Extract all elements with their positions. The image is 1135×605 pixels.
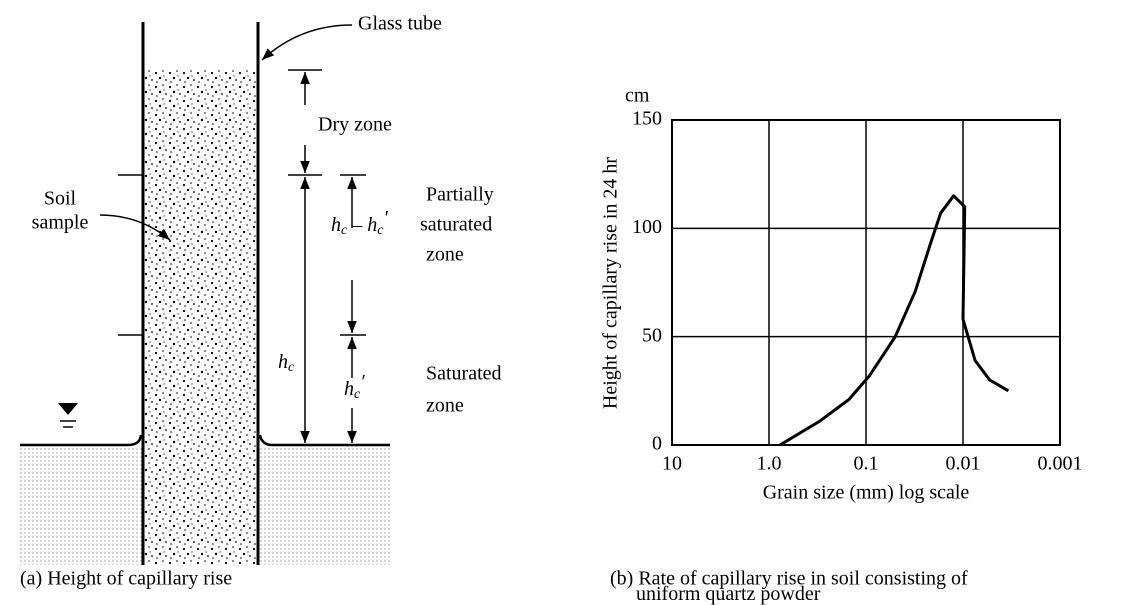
label: hc – hc′	[331, 207, 388, 239]
y-tick-label: 100	[632, 216, 662, 238]
y-tick-label: 50	[642, 324, 662, 346]
label: hc	[278, 351, 295, 376]
water-line	[20, 434, 390, 447]
x-axis-label: Grain size (mm) log scale	[763, 482, 970, 504]
label: Partially	[426, 184, 494, 206]
curve	[779, 194, 1010, 447]
label: zone	[426, 244, 464, 266]
label: Saturated	[426, 363, 502, 385]
caption: (a) Height of capillary rise	[20, 568, 232, 590]
water-symbol	[60, 420, 76, 428]
diagram: Glass tube Dry zone Soil sample Partiall…	[20, 13, 502, 590]
label: sample	[32, 212, 89, 234]
y-unit: cm	[625, 85, 650, 107]
soil-column	[145, 70, 256, 565]
x-tick-label: 1.0	[757, 453, 782, 475]
x-tick-label: 10	[662, 453, 682, 475]
caption: (b) Rate of capillary rise in soil consi…	[610, 568, 968, 590]
caption: uniform quartz powder	[636, 583, 821, 605]
y-tick-label: 150	[632, 108, 662, 130]
label: Glass tube	[358, 13, 442, 35]
label: saturated	[420, 214, 492, 236]
label: Soil	[44, 188, 77, 210]
leader	[99, 214, 171, 241]
x-tick-label: 0.01	[946, 453, 981, 475]
label: zone	[426, 395, 464, 417]
dimension-ticks	[288, 69, 366, 446]
label: Dry zone	[318, 114, 392, 136]
water-symbol	[58, 403, 78, 415]
leader	[261, 24, 353, 61]
x-tick-label: 0.1	[854, 453, 879, 475]
x-tick-label: 0.001	[1038, 453, 1083, 475]
label: hc′	[344, 371, 365, 403]
y-axis-label: Height of capillary rise in 24 hr	[600, 157, 622, 409]
y-tick-label: 0	[652, 433, 662, 455]
ground	[20, 447, 143, 565]
ground	[258, 447, 390, 565]
